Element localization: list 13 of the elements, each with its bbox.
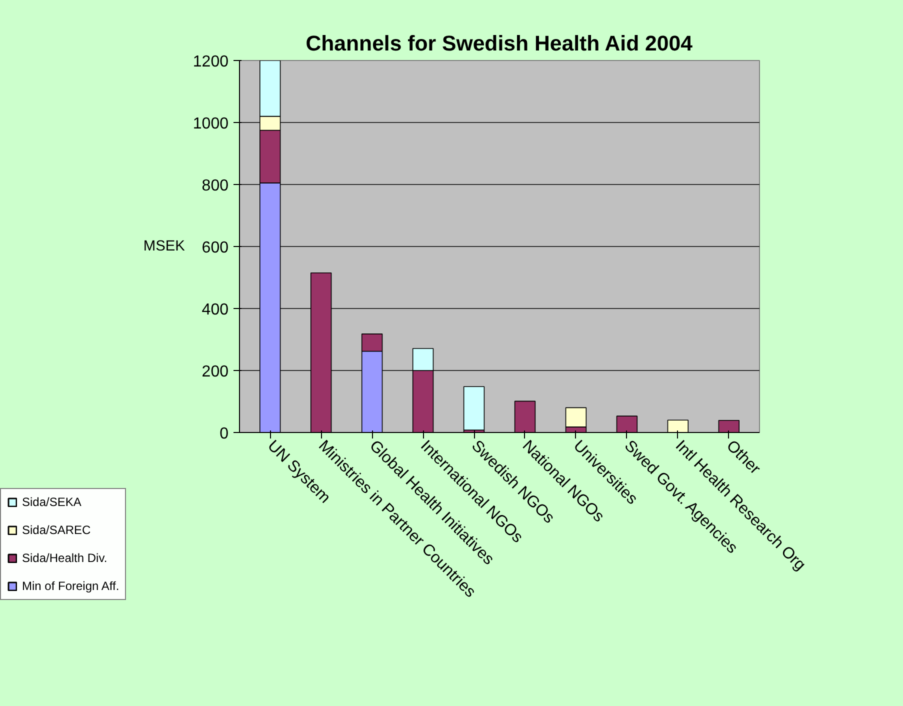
y-tick-label: 800 bbox=[202, 178, 229, 194]
y-axis-title: MSEK bbox=[143, 238, 186, 254]
y-tick-label: 600 bbox=[202, 240, 229, 256]
legend-label: Min of Foreign Aff. bbox=[22, 579, 120, 593]
chart-title: Channels for Swedish Health Aid 2004 bbox=[306, 32, 693, 56]
y-tick-label: 400 bbox=[202, 302, 229, 318]
y-tick-label: 0 bbox=[220, 426, 229, 442]
legend-label: Sida/SAREC bbox=[22, 523, 91, 537]
legend-label: Sida/Health Div. bbox=[22, 551, 108, 565]
y-tick-label: 1200 bbox=[192, 54, 229, 70]
y-tick-label: 200 bbox=[202, 364, 229, 380]
legend-label: Sida/SEKA bbox=[22, 495, 82, 509]
y-tick-label: 1000 bbox=[192, 116, 229, 132]
